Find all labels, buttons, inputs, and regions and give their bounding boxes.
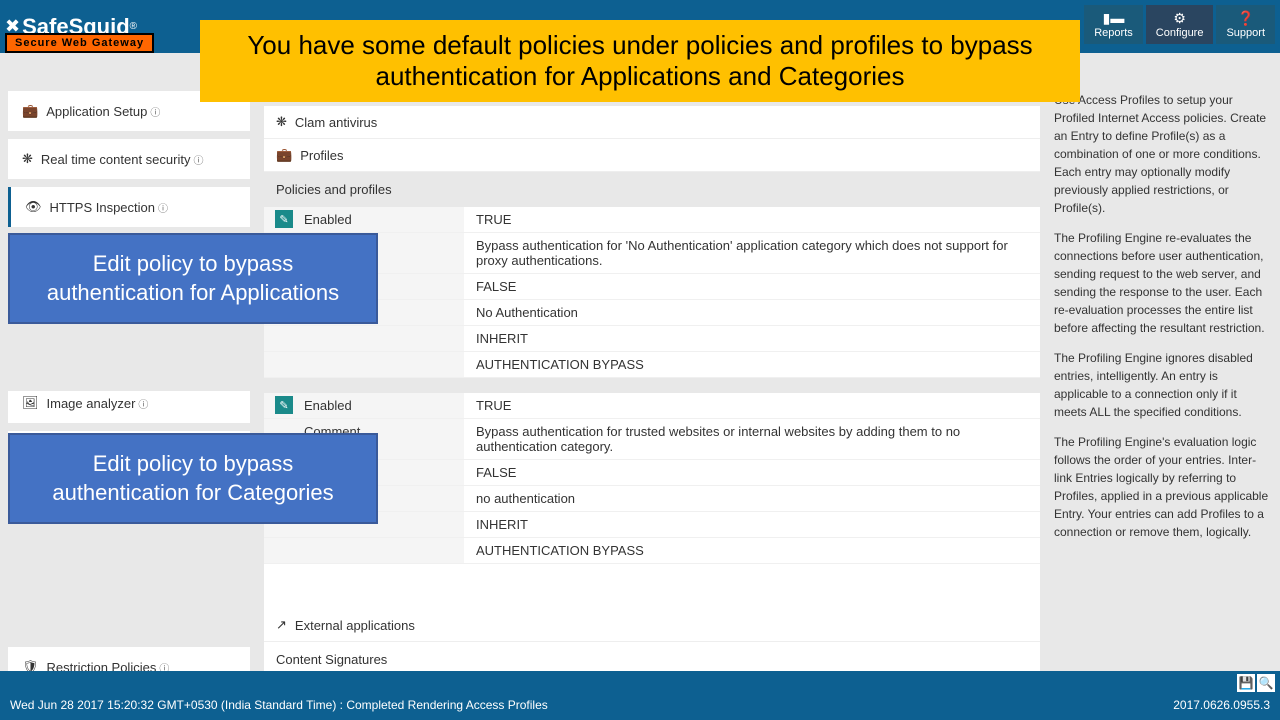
edit-icon[interactable]: ✎ [275,210,293,228]
main: 💼Application Setupⓘ ❋Real time content s… [0,53,1280,671]
help-panel: Use Access Profiles to setup your Profil… [1046,53,1280,671]
support-button[interactable]: ❓Support [1216,5,1275,44]
help-text: The Profiling Engine's evaluation logic … [1054,433,1272,541]
banner: You have some default policies under pol… [200,20,1080,102]
footer-status: Wed Jun 28 2017 15:20:32 GMT+0530 (India… [10,698,548,712]
save-icon[interactable]: 💾 [1237,674,1255,692]
reports-button[interactable]: ▮▬Reports [1084,5,1143,44]
nav-buttons: ▮▬Reports ⚙Configure ❓Support [1084,5,1275,44]
sidebar-item-https-inspection[interactable]: 👁HTTPS Inspectionⓘ [8,187,250,227]
sidebar: 💼Application Setupⓘ ❋Real time content s… [0,53,258,671]
footer: 💾 🔍 Wed Jun 28 2017 15:20:32 GMT+0530 (I… [0,671,1280,720]
policy-2: ✎ EnabledTRUE CommentBypass authenticati… [264,393,1040,564]
section-external[interactable]: ↗External applications [264,609,1040,642]
tagline: Secure Web Gateway [5,33,154,53]
policies-title: Policies and profiles [264,172,1040,207]
logo-sup: ® [130,21,137,32]
content: ❋Clam antivirus 💼Profiles Policies and p… [258,53,1046,671]
edit-icon[interactable]: ✎ [275,396,293,414]
section-clam[interactable]: ❋Clam antivirus [264,106,1040,139]
signatures-title: Content Signatures [264,642,1040,671]
section-profiles[interactable]: 💼Profiles [264,139,1040,172]
callout-applications: Edit policy to bypass authentication for… [8,233,378,324]
configure-button[interactable]: ⚙Configure [1146,5,1214,44]
footer-version: 2017.0626.0955.3 [1173,698,1270,712]
help-text: The Profiling Engine ignores disabled en… [1054,349,1272,421]
sidebar-item-image-analyzer[interactable]: 🖼Image analyzerⓘ [8,391,250,423]
sidebar-item-realtime-security[interactable]: ❋Real time content securityⓘ [8,139,250,179]
search-icon[interactable]: 🔍 [1257,674,1275,692]
help-text: The Profiling Engine re-evaluates the co… [1054,229,1272,337]
callout-categories: Edit policy to bypass authentication for… [8,433,378,524]
help-text: Use Access Profiles to setup your Profil… [1054,91,1272,217]
policy-1: ✎ EnabledTRUE CommentBypass authenticati… [264,207,1040,378]
